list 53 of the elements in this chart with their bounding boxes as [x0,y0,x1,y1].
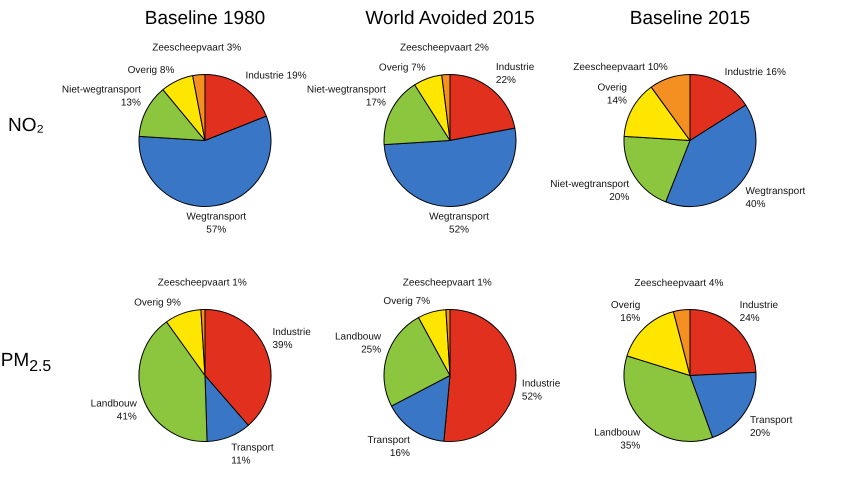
slice-label: Landbouw [594,427,642,438]
data-label: 17% [366,98,386,109]
slice-label: Zeescheepvaart 1% [402,277,492,288]
slice-label: Industrie [272,327,312,338]
slice-label: Zeescheepvaart 2% [400,42,490,54]
data-label: 25% [361,344,382,356]
slice-label: Transport [231,442,274,454]
data-label: 13% [120,98,141,109]
slice-label: Niet-wegtransport [62,84,142,96]
slice-label: Zeescheepvaart 4% [634,278,724,289]
slice-label: Zeescheepvaart 1% [158,277,247,288]
data-label: 14% [606,96,628,107]
data-label: 20% [750,428,770,440]
slice-label: Overig 7% [378,62,426,74]
slice-label: Overig [597,82,627,94]
slice-label: Industrie 16% [724,67,786,78]
slice-label: Wegtransport [186,211,246,222]
slice-label: Zeescheepvaart 3% [152,42,242,54]
slice-label: Industrie [522,378,561,390]
data-label: 40% [745,199,766,210]
slice-label: Industrie 19% [245,70,307,82]
slice-label: Transport [367,435,410,446]
slice-label: Niet-wegtransport [550,178,630,190]
chart-title: Baseline 2015 [628,7,752,31]
data-label: 41% [116,411,137,422]
slice-label: Niet-wegtransport [306,84,386,96]
slice-label: Landbouw [334,331,382,342]
text: NO₂ [7,115,45,137]
slice-label: Wegtransport [429,212,490,223]
chart-title: World Avoided 2015 [364,7,536,31]
slice-label: Overig 9% [134,297,181,308]
data-label: 57% [206,224,226,236]
data-label: 39% [272,340,293,352]
slice-label: Wegtransport [745,186,806,198]
data-label: 22% [496,74,516,86]
text: PM$_{2.5}$ [0,350,52,376]
slice-label: Overig [610,300,640,312]
slice-label: Overig 7% [383,296,430,308]
data-label: 35% [620,440,640,452]
data-label: 52% [522,392,542,403]
data-label: 16% [620,313,640,324]
slice-label: Industrie [740,300,778,312]
slice-label: Industrie [496,62,535,73]
data-label: 16% [390,448,410,460]
slice-label: Zeescheepvaart 10% [573,62,668,73]
chart-title: Baseline 1980 [144,7,266,31]
data-label: 24% [740,313,760,324]
slice-label: Overig 8% [128,65,174,76]
data-label: 20% [609,192,630,203]
data-label: 52% [449,224,470,236]
slice-label: Transport [750,415,793,426]
slice-label: Landbouw [90,398,138,410]
data-label: 11% [231,455,251,466]
